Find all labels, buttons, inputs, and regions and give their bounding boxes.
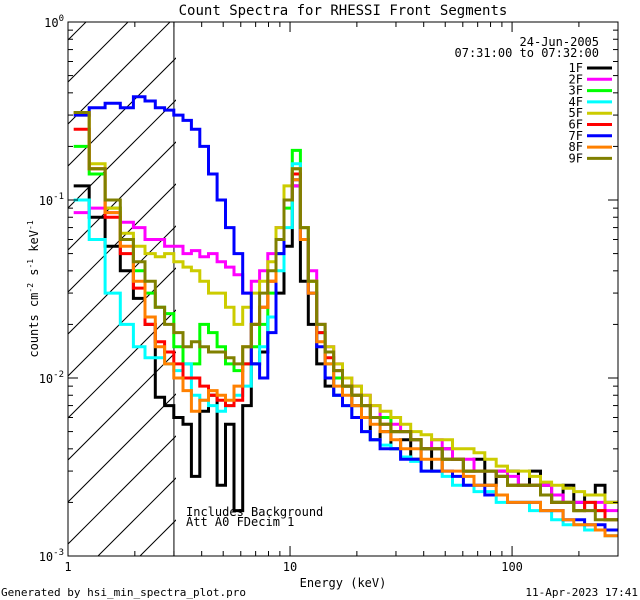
legend-label-1F: 1F xyxy=(569,61,583,75)
y-tick-label--2: 10-2 xyxy=(39,370,64,386)
hatch-line-3 xyxy=(68,22,129,83)
legend-label-5F: 5F xyxy=(569,106,583,120)
legend-label-4F: 4F xyxy=(569,95,583,109)
x-axis-label: Energy (keV) xyxy=(300,576,387,590)
y-tick-label-0: 100 xyxy=(44,14,64,30)
legend-label-9F: 9F xyxy=(569,151,583,165)
y-axis-label-exp1: -2 xyxy=(26,283,35,293)
plot-frame xyxy=(67,21,619,557)
y-axis-label-exp3: -1 xyxy=(26,220,35,230)
x-tick-label-1: 1 xyxy=(64,560,71,574)
hatch-line-14 xyxy=(68,435,176,545)
y-axis-label: counts cm-2 s-1 keV-1 xyxy=(26,220,41,357)
legend-label-3F: 3F xyxy=(569,84,583,98)
legend-label-2F: 2F xyxy=(569,72,583,86)
legend-label-7F: 7F xyxy=(569,129,583,143)
hatch-line-12 xyxy=(68,351,176,461)
hatch-line-9 xyxy=(68,225,176,335)
y-tick-label--3: 10-3 xyxy=(39,548,64,564)
date-label: 24-Jun-2005 xyxy=(520,35,599,49)
y-axis-label-exp2: -1 xyxy=(26,259,35,269)
x-tick-label-100: 100 xyxy=(501,560,523,574)
time-range-label: 07:31:00 to 07:32:00 xyxy=(455,46,600,60)
hatch-line-13 xyxy=(68,393,176,503)
footer-generated-by: Generated by hsi_min_spectra_plot.pro xyxy=(1,586,246,599)
legend-label-6F: 6F xyxy=(569,118,583,132)
x-tick-label-10: 10 xyxy=(283,560,297,574)
legend-label-8F: 8F xyxy=(569,140,583,154)
footer-timestamp: 11-Apr-2023 17:41 xyxy=(525,586,638,599)
y-tick-label--1: 10-1 xyxy=(39,192,64,208)
chart-title: Count Spectra for RHESSI Front Segments xyxy=(179,3,508,19)
annotation-background: Includes Background xyxy=(186,505,323,519)
hatch-line-4 xyxy=(68,22,171,125)
annotation-attenuator: Att A0 FDecim 1 xyxy=(186,515,294,529)
series-9F xyxy=(73,111,618,522)
